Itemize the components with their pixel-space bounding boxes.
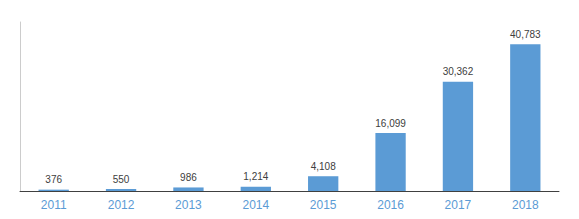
svg-text:986: 986 bbox=[180, 172, 197, 183]
svg-text:2012: 2012 bbox=[108, 198, 135, 212]
svg-text:40,783: 40,783 bbox=[510, 29, 541, 40]
svg-text:550: 550 bbox=[113, 174, 130, 185]
svg-text:2017: 2017 bbox=[445, 198, 472, 212]
svg-text:2014: 2014 bbox=[242, 198, 269, 212]
svg-text:376: 376 bbox=[45, 174, 62, 185]
svg-text:4,108: 4,108 bbox=[311, 161, 336, 172]
svg-text:2016: 2016 bbox=[377, 198, 404, 212]
svg-text:2013: 2013 bbox=[175, 198, 202, 212]
svg-text:2011: 2011 bbox=[41, 198, 67, 212]
svg-text:1,214: 1,214 bbox=[243, 171, 268, 182]
svg-text:16,099: 16,099 bbox=[375, 118, 406, 129]
svg-text:2018: 2018 bbox=[512, 198, 539, 212]
svg-text:30,362: 30,362 bbox=[443, 66, 474, 77]
svg-text:2015: 2015 bbox=[310, 198, 337, 212]
